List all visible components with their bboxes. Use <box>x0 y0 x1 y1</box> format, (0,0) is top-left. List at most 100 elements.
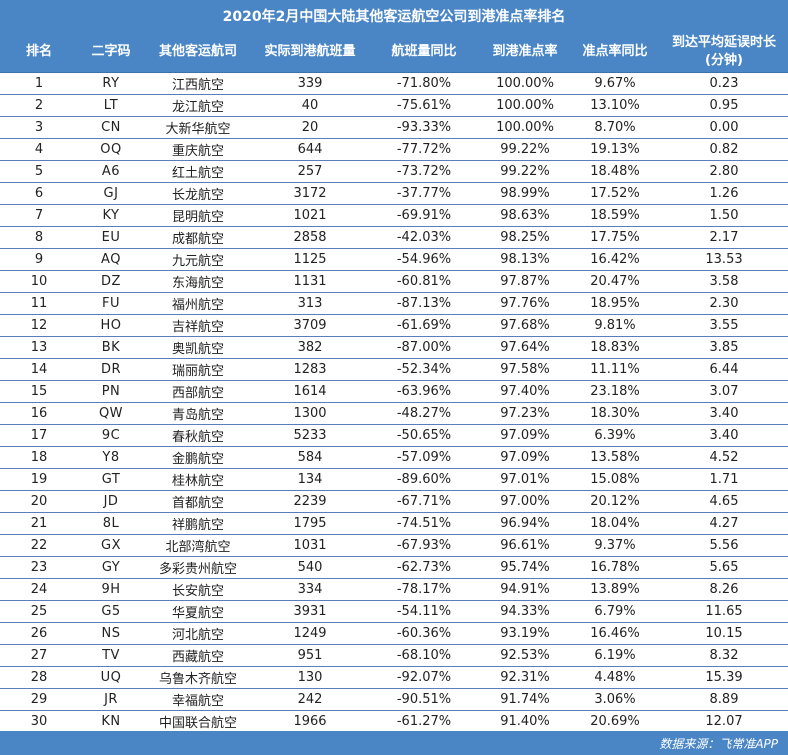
cell-flights-yoy: -78.17% <box>368 578 480 601</box>
cell-avg-delay: 0.82 <box>660 138 788 161</box>
cell-flights: 951 <box>252 644 368 667</box>
cell-code: NS <box>78 622 144 645</box>
cell-ontime-yoy: 13.10% <box>570 94 660 117</box>
cell-airline: 中国联合航空 <box>144 710 252 733</box>
cell-code: UQ <box>78 666 144 689</box>
cell-flights-yoy: -60.81% <box>368 270 480 293</box>
cell-ontime-yoy: 18.59% <box>570 204 660 227</box>
cell-ontime-rate: 99.22% <box>480 160 570 183</box>
table-row: 16 QW 青岛航空 1300 -48.27% 97.23% 18.30% 3.40 <box>0 402 788 425</box>
cell-ontime-yoy: 3.06% <box>570 688 660 711</box>
cell-avg-delay: 4.65 <box>660 490 788 513</box>
cell-flights-yoy: -42.03% <box>368 226 480 249</box>
cell-ontime-yoy: 13.89% <box>570 578 660 601</box>
cell-avg-delay: 1.71 <box>660 468 788 491</box>
cell-rank: 24 <box>0 578 78 601</box>
cell-flights: 5233 <box>252 424 368 447</box>
cell-ontime-yoy: 6.19% <box>570 644 660 667</box>
cell-ontime-yoy: 16.42% <box>570 248 660 271</box>
table-row: 24 9H 长安航空 334 -78.17% 94.91% 13.89% 8.26 <box>0 578 788 601</box>
cell-ontime-yoy: 18.83% <box>570 336 660 359</box>
cell-ontime-rate: 96.61% <box>480 534 570 557</box>
table-row: 3 CN 大新华航空 20 -93.33% 100.00% 8.70% 0.00 <box>0 116 788 139</box>
table-row: 17 9C 春秋航空 5233 -50.65% 97.09% 6.39% 3.40 <box>0 424 788 447</box>
cell-code: KN <box>78 710 144 733</box>
cell-flights: 257 <box>252 160 368 183</box>
table-row: 21 8L 祥鹏航空 1795 -74.51% 96.94% 18.04% 4.27 <box>0 512 788 535</box>
cell-code: G5 <box>78 600 144 623</box>
cell-flights: 1614 <box>252 380 368 403</box>
cell-avg-delay: 3.58 <box>660 270 788 293</box>
cell-airline: 多彩贵州航空 <box>144 556 252 579</box>
cell-avg-delay: 4.52 <box>660 446 788 469</box>
table-row: 23 GY 多彩贵州航空 540 -62.73% 95.74% 16.78% 5.65 <box>0 556 788 579</box>
cell-flights: 40 <box>252 94 368 117</box>
cell-rank: 10 <box>0 270 78 293</box>
cell-rank: 17 <box>0 424 78 447</box>
cell-ontime-yoy: 4.48% <box>570 666 660 689</box>
cell-ontime-yoy: 6.79% <box>570 600 660 623</box>
cell-rank: 25 <box>0 600 78 623</box>
cell-flights-yoy: -68.10% <box>368 644 480 667</box>
cell-rank: 16 <box>0 402 78 425</box>
cell-rank: 30 <box>0 710 78 733</box>
cell-ontime-rate: 99.22% <box>480 138 570 161</box>
cell-flights: 242 <box>252 688 368 711</box>
cell-rank: 19 <box>0 468 78 491</box>
cell-flights: 1795 <box>252 512 368 535</box>
cell-airline: 西藏航空 <box>144 644 252 667</box>
cell-airline: 福州航空 <box>144 292 252 315</box>
cell-rank: 13 <box>0 336 78 359</box>
cell-flights-yoy: -75.61% <box>368 94 480 117</box>
cell-rank: 7 <box>0 204 78 227</box>
cell-avg-delay: 5.65 <box>660 556 788 579</box>
cell-avg-delay: 3.40 <box>660 424 788 447</box>
cell-ontime-rate: 97.09% <box>480 446 570 469</box>
cell-ontime-rate: 92.31% <box>480 666 570 689</box>
cell-avg-delay: 10.15 <box>660 622 788 645</box>
cell-ontime-rate: 91.74% <box>480 688 570 711</box>
cell-code: BK <box>78 336 144 359</box>
cell-flights-yoy: -37.77% <box>368 182 480 205</box>
cell-rank: 15 <box>0 380 78 403</box>
cell-airline: 吉祥航空 <box>144 314 252 337</box>
cell-ontime-yoy: 16.46% <box>570 622 660 645</box>
cell-rank: 22 <box>0 534 78 557</box>
cell-airline: 龙江航空 <box>144 94 252 117</box>
cell-ontime-yoy: 9.37% <box>570 534 660 557</box>
cell-airline: 首都航空 <box>144 490 252 513</box>
cell-ontime-rate: 91.40% <box>480 710 570 733</box>
cell-flights-yoy: -63.96% <box>368 380 480 403</box>
cell-ontime-rate: 96.94% <box>480 512 570 535</box>
cell-ontime-rate: 97.76% <box>480 292 570 315</box>
cell-airline: 桂林航空 <box>144 468 252 491</box>
cell-ontime-yoy: 18.30% <box>570 402 660 425</box>
cell-ontime-yoy: 8.70% <box>570 116 660 139</box>
table-row: 1 RY 江西航空 339 -71.80% 100.00% 9.67% 0.23 <box>0 72 788 95</box>
cell-code: QW <box>78 402 144 425</box>
cell-ontime-yoy: 20.69% <box>570 710 660 733</box>
cell-ontime-yoy: 18.95% <box>570 292 660 315</box>
cell-flights-yoy: -74.51% <box>368 512 480 535</box>
cell-ontime-yoy: 18.04% <box>570 512 660 535</box>
header-row: 排名 二字码 其他客运航司 实际到港航班量 航班量同比 到港准点率 准点率同比 … <box>0 31 788 73</box>
cell-airline: 江西航空 <box>144 72 252 95</box>
cell-code: CN <box>78 116 144 139</box>
cell-avg-delay: 3.55 <box>660 314 788 337</box>
cell-avg-delay: 2.80 <box>660 160 788 183</box>
table-row: 5 A6 红土航空 257 -73.72% 99.22% 18.48% 2.80 <box>0 160 788 183</box>
cell-ontime-rate: 97.87% <box>480 270 570 293</box>
cell-ontime-rate: 98.25% <box>480 226 570 249</box>
cell-ontime-rate: 97.23% <box>480 402 570 425</box>
cell-rank: 9 <box>0 248 78 271</box>
cell-flights: 134 <box>252 468 368 491</box>
cell-code: PN <box>78 380 144 403</box>
cell-rank: 27 <box>0 644 78 667</box>
cell-ontime-rate: 95.74% <box>480 556 570 579</box>
cell-code: KY <box>78 204 144 227</box>
cell-ontime-yoy: 20.12% <box>570 490 660 513</box>
cell-ontime-rate: 97.01% <box>480 468 570 491</box>
cell-flights-yoy: -92.07% <box>368 666 480 689</box>
cell-rank: 3 <box>0 116 78 139</box>
table-row: 8 EU 成都航空 2858 -42.03% 98.25% 17.75% 2.17 <box>0 226 788 249</box>
